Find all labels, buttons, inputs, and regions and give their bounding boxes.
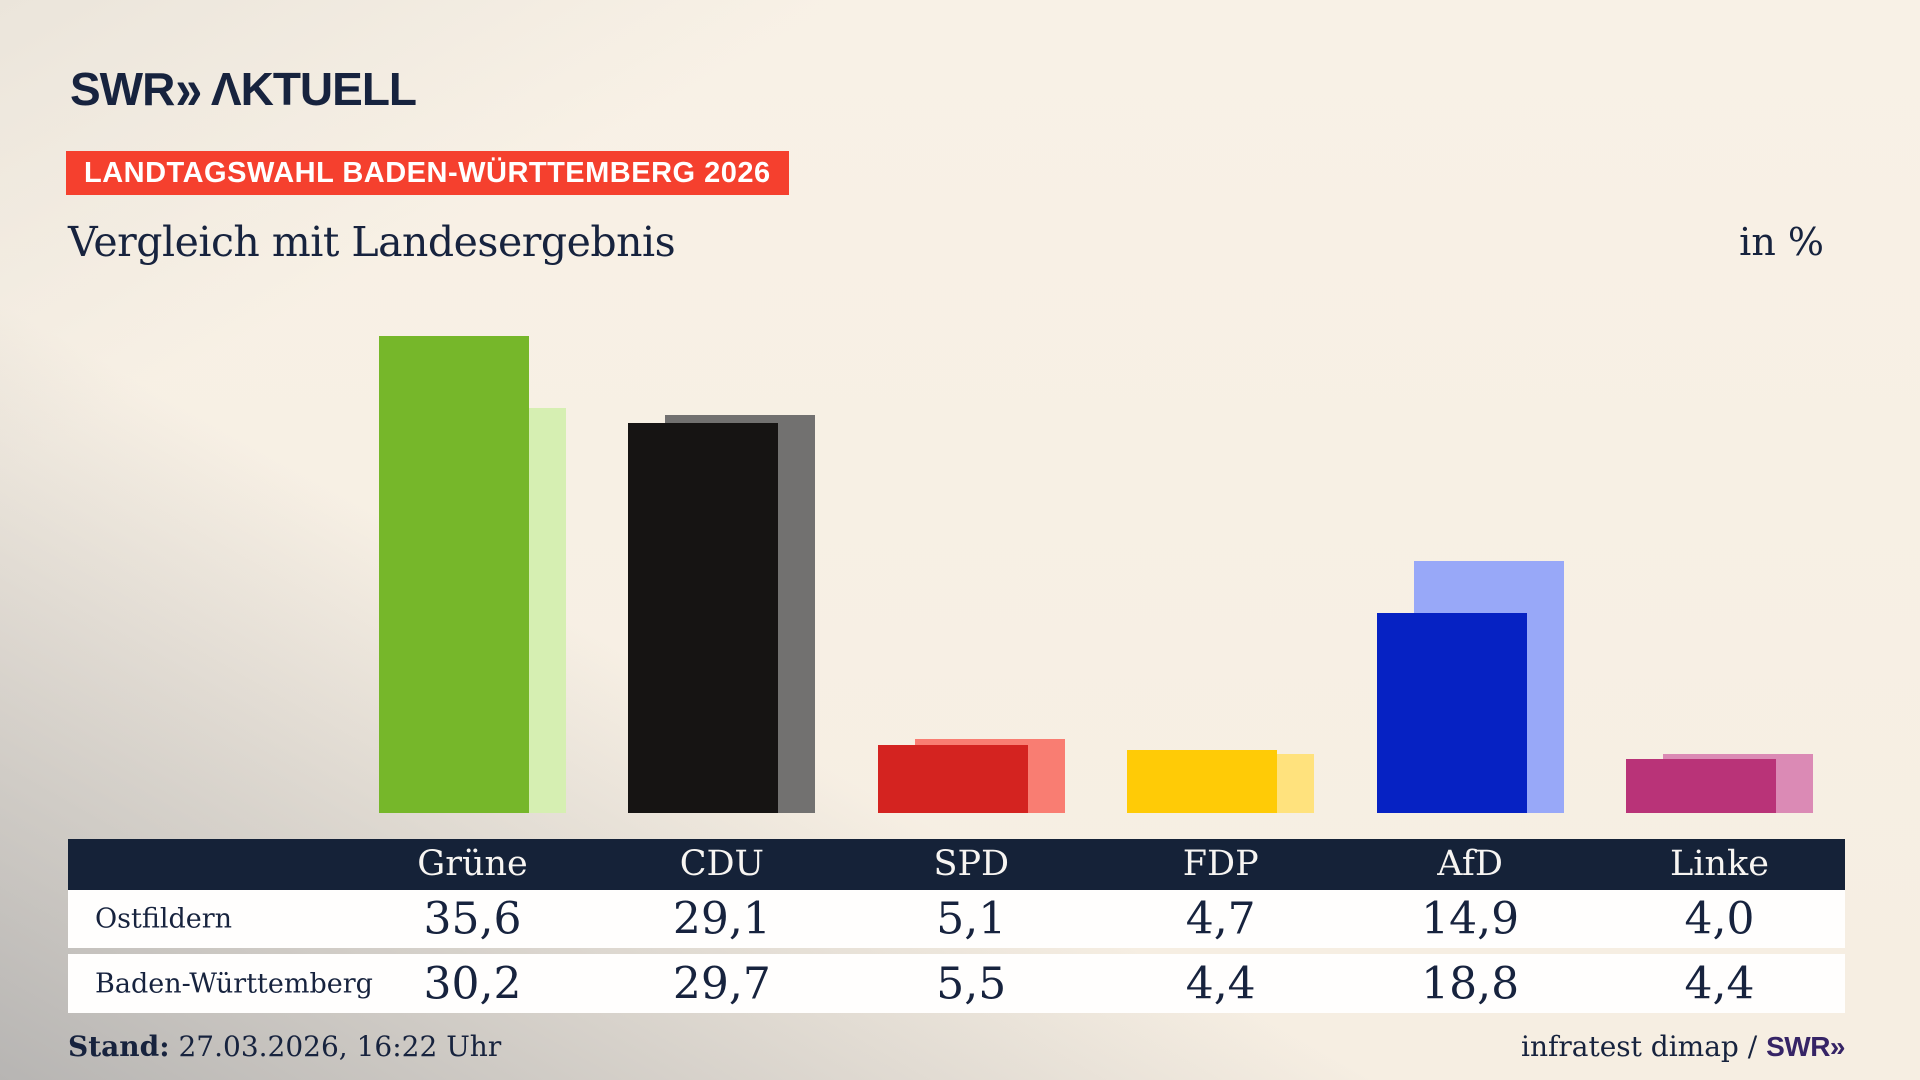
value-cell-cdu-badenwrttemberg: 29,7	[672, 958, 771, 1009]
value-cell-fdp-badenwrttemberg: 4,4	[1185, 958, 1256, 1009]
table-row-baden-wuerttemberg: Baden-Württemberg 30,2 29,7 5,5 4,4 18,8 4,4	[68, 954, 1845, 1013]
election-title-badge: LANDTAGSWAHL BADEN-WÜRTTEMBERG 2026	[66, 151, 789, 195]
value-cell-afd-ostfildern: 14,9	[1421, 893, 1520, 945]
bar-fdp-ostfildern	[1127, 750, 1278, 813]
table-row-ostfildern: Ostfildern 35,6 29,1 5,1 4,7 14,9 4,0	[68, 890, 1845, 948]
value-cell-grne-badenwrttemberg: 30,2	[423, 958, 522, 1009]
row-label: Ostfildern	[95, 903, 233, 935]
chart-title: Vergleich mit Landesergebnis	[68, 218, 676, 266]
unit-label: in %	[1739, 220, 1824, 264]
table-header-row: Grüne CDU SPD FDP AfD Linke	[68, 839, 1845, 890]
header-cell-afd: AfD	[1437, 844, 1503, 884]
value-cell-spd-ostfildern: 5,1	[936, 893, 1007, 945]
stand-label: Stand:	[68, 1030, 170, 1063]
bar-spd-ostfildern	[877, 745, 1028, 813]
value-cell-fdp-ostfildern: 4,7	[1185, 893, 1256, 945]
header-cell-fdp: FDP	[1182, 844, 1259, 884]
bar-linke-ostfildern	[1626, 759, 1776, 813]
value-cell-linke-ostfildern: 4,0	[1684, 893, 1755, 945]
source-text: infratest dimap /	[1521, 1030, 1767, 1063]
stand-value: 27.03.2026, 16:22 Uhr	[169, 1030, 502, 1063]
logo-chevrons-icon: »	[175, 56, 203, 122]
bar-cdu-ostfildern	[628, 423, 779, 813]
value-cell-spd-badenwrttemberg: 5,5	[936, 958, 1007, 1009]
header-cell-grne: Grüne	[417, 844, 528, 884]
source-credit: infratest dimap / SWR»	[1521, 1030, 1845, 1063]
value-cell-cdu-ostfildern: 29,1	[672, 893, 771, 945]
swr-aktuell-logo: SWR» ΛKTUELL	[70, 57, 417, 122]
logo-swr-text: SWR	[70, 63, 175, 115]
bar-grne-ostfildern	[379, 336, 529, 813]
logo-aktuell-text: ΛKTUELL	[210, 63, 417, 115]
value-cell-afd-badenwrttemberg: 18,8	[1421, 958, 1520, 1009]
row-label: Baden-Württemberg	[95, 968, 373, 999]
value-cell-grne-ostfildern: 35,6	[423, 893, 522, 945]
header-cell-spd: SPD	[933, 844, 1010, 884]
stand-timestamp: Stand: 27.03.2026, 16:22 Uhr	[68, 1030, 501, 1063]
swr-brand-mark: SWR»	[1766, 1031, 1845, 1062]
header-cell-cdu: CDU	[679, 844, 765, 884]
value-cell-linke-badenwrttemberg: 4,4	[1684, 958, 1755, 1009]
bar-afd-ostfildern	[1376, 613, 1527, 813]
header-cell-linke: Linke	[1670, 844, 1769, 884]
